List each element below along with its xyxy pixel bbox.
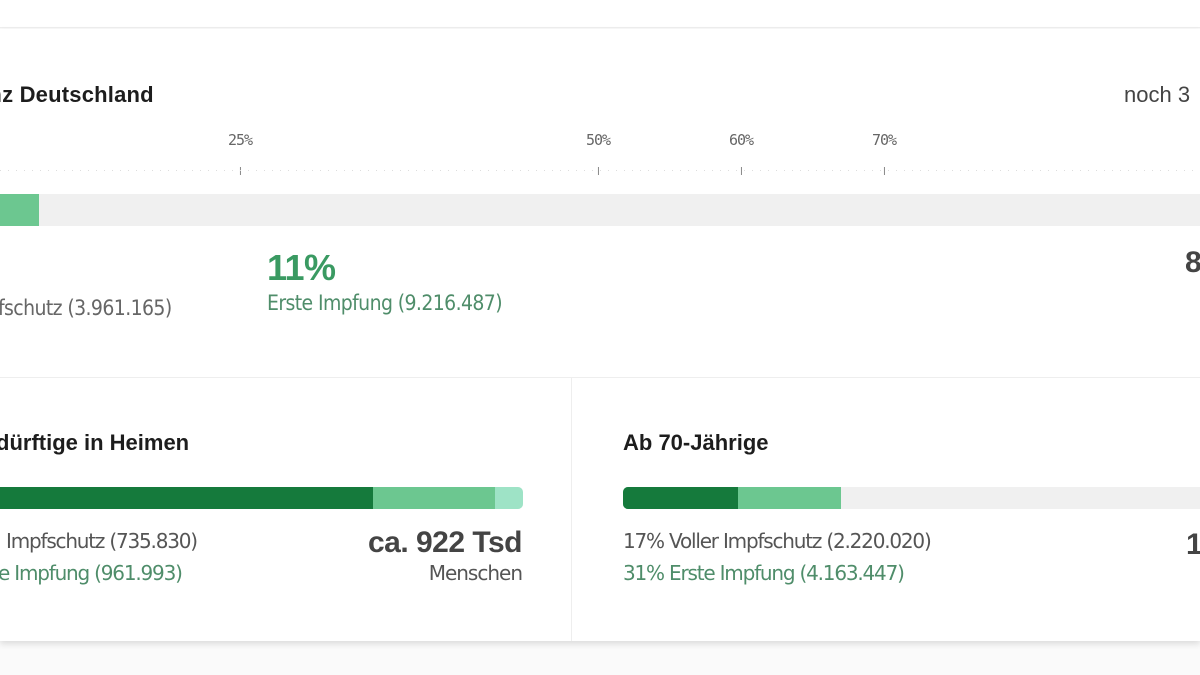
- axis-tick-label: 60%: [728, 131, 754, 149]
- germany-first-dose-stat: 11% Erste Impfung (9.216.487): [267, 247, 503, 315]
- germany-right-value: 8: [1185, 246, 1200, 279]
- germany-first-dose-segment: [0, 194, 39, 226]
- axis-tick-50: 50%: [585, 131, 611, 175]
- page-top-strip: [0, 0, 1200, 28]
- panel-divider: [571, 377, 572, 641]
- axis-tick-60: 60%: [728, 131, 754, 175]
- age70-title: Ab 70-Jährige: [623, 430, 769, 455]
- axis-dotted-line: [0, 170, 1200, 171]
- tick-mark: [741, 167, 742, 175]
- germany-full-protection-label: fschutz (3.961.165): [0, 296, 172, 320]
- age70-first-label: 31% Erste Impfung (4.163.447): [623, 561, 905, 585]
- care-homes-total: ca. 922 Tsd: [367, 526, 523, 559]
- germany-full-protection-stat: fschutz (3.961.165): [0, 296, 172, 320]
- axis-tick-label: 25%: [227, 131, 253, 149]
- germany-remaining-text: noch 3: [1124, 82, 1191, 107]
- age70-total: 1: [1186, 528, 1200, 561]
- vaccination-card-surface: [0, 29, 1200, 641]
- care-homes-full-protection-segment: [0, 487, 373, 509]
- germany-title: anz Deutschland: [0, 82, 154, 107]
- germany-first-dose-label: Erste Impfung (9.216.487): [267, 291, 503, 315]
- care-homes-total-unit: Menschen: [428, 561, 523, 585]
- germany-first-dose-percent: 11%: [267, 247, 336, 288]
- section-divider: [0, 377, 1200, 378]
- axis-tick-70: 70%: [871, 131, 897, 175]
- care-homes-first-label: e Impfung (961.993): [0, 561, 183, 585]
- care-homes-title: dürftige in Heimen: [0, 430, 190, 455]
- tick-mark: [598, 167, 599, 175]
- care-homes-full-label: Impfschutz (735.830): [6, 529, 198, 553]
- age70-full-label: 17% Voller Impfschutz (2.220.020): [623, 529, 932, 553]
- germany-progress-bar: [0, 194, 1200, 226]
- axis-tick-25: 25%: [227, 131, 253, 175]
- age70-full-protection-segment: [623, 487, 738, 509]
- tick-mark: [884, 167, 885, 175]
- care-homes-progress-bar: [0, 487, 523, 509]
- tick-mark: [240, 167, 241, 175]
- axis-tick-label: 50%: [585, 131, 611, 149]
- age70-progress-bar: [623, 487, 1200, 509]
- axis-tick-label: 70%: [871, 131, 897, 149]
